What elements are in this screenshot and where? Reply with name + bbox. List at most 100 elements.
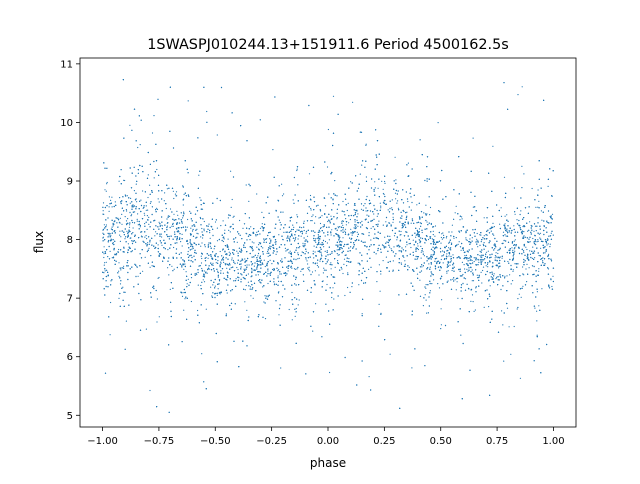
data-point xyxy=(172,190,174,192)
data-point xyxy=(247,281,249,283)
data-point xyxy=(220,261,222,263)
data-point xyxy=(226,292,228,294)
data-point xyxy=(463,264,465,266)
data-point xyxy=(194,249,196,251)
data-point xyxy=(493,226,495,228)
data-point xyxy=(467,257,469,259)
data-point xyxy=(147,242,149,244)
data-point xyxy=(183,292,185,294)
data-point xyxy=(314,222,316,224)
data-point xyxy=(501,257,503,259)
data-point xyxy=(126,204,128,206)
data-point xyxy=(500,215,503,217)
data-point xyxy=(182,204,184,206)
data-point xyxy=(169,208,172,210)
data-point xyxy=(486,263,489,265)
data-point xyxy=(393,246,395,248)
data-point xyxy=(489,285,491,287)
data-point xyxy=(202,279,204,281)
data-point xyxy=(459,219,461,221)
data-point xyxy=(323,269,325,271)
data-point xyxy=(198,174,200,176)
data-point xyxy=(139,226,141,228)
data-point xyxy=(327,128,329,131)
data-point xyxy=(205,308,207,310)
data-point xyxy=(160,233,162,235)
data-point xyxy=(296,222,298,224)
data-point xyxy=(279,221,281,224)
data-point xyxy=(326,242,328,244)
data-point xyxy=(510,283,512,285)
data-point xyxy=(157,244,159,246)
data-point xyxy=(252,297,254,299)
data-point xyxy=(249,239,251,241)
data-point xyxy=(538,270,540,272)
data-point xyxy=(522,236,524,238)
data-point xyxy=(222,240,224,243)
data-point xyxy=(145,205,147,207)
data-point xyxy=(536,310,538,312)
data-point xyxy=(383,245,385,247)
data-point xyxy=(118,275,120,277)
data-point xyxy=(396,202,398,204)
data-point xyxy=(116,217,118,219)
data-point xyxy=(195,272,197,274)
data-point xyxy=(472,301,474,303)
data-point xyxy=(308,173,311,175)
data-point xyxy=(144,236,146,238)
data-point xyxy=(464,254,466,257)
data-point xyxy=(270,245,272,248)
data-point xyxy=(496,276,498,278)
data-point xyxy=(296,214,298,216)
data-point xyxy=(549,215,551,218)
data-point xyxy=(147,174,149,176)
data-point xyxy=(428,222,430,224)
data-point xyxy=(356,235,359,238)
data-point xyxy=(118,270,120,272)
data-point xyxy=(262,286,264,288)
data-point xyxy=(476,238,478,240)
data-point xyxy=(146,228,148,230)
data-point xyxy=(156,208,159,210)
data-point xyxy=(287,270,289,272)
data-point xyxy=(361,220,363,222)
data-point xyxy=(181,245,183,247)
data-point xyxy=(187,218,189,221)
data-point xyxy=(110,199,112,201)
data-point xyxy=(131,213,133,215)
data-point xyxy=(322,272,324,274)
data-point xyxy=(365,210,367,212)
data-point xyxy=(428,263,430,265)
data-point xyxy=(209,232,211,234)
data-point xyxy=(213,248,215,250)
data-point xyxy=(408,206,410,208)
data-point xyxy=(258,242,260,244)
data-point xyxy=(451,269,453,272)
data-point xyxy=(303,229,305,232)
data-point xyxy=(282,239,284,241)
data-point xyxy=(200,284,202,287)
data-point xyxy=(216,134,218,136)
data-point xyxy=(540,258,542,260)
data-point xyxy=(278,269,280,271)
data-point xyxy=(190,227,192,229)
data-point xyxy=(275,253,277,255)
data-point xyxy=(377,187,379,189)
data-point xyxy=(531,252,534,254)
data-point xyxy=(243,268,245,270)
data-point xyxy=(534,225,537,227)
data-point xyxy=(533,252,535,254)
data-point xyxy=(228,229,230,231)
data-point xyxy=(296,268,298,270)
data-point xyxy=(419,139,421,141)
data-point xyxy=(344,228,347,230)
data-point xyxy=(124,216,126,218)
data-point xyxy=(277,277,279,279)
data-point xyxy=(548,253,550,255)
data-point xyxy=(323,246,325,248)
data-point xyxy=(288,308,290,311)
data-point xyxy=(492,277,494,279)
data-point xyxy=(269,245,271,247)
data-point xyxy=(532,246,534,248)
data-point xyxy=(133,166,135,168)
